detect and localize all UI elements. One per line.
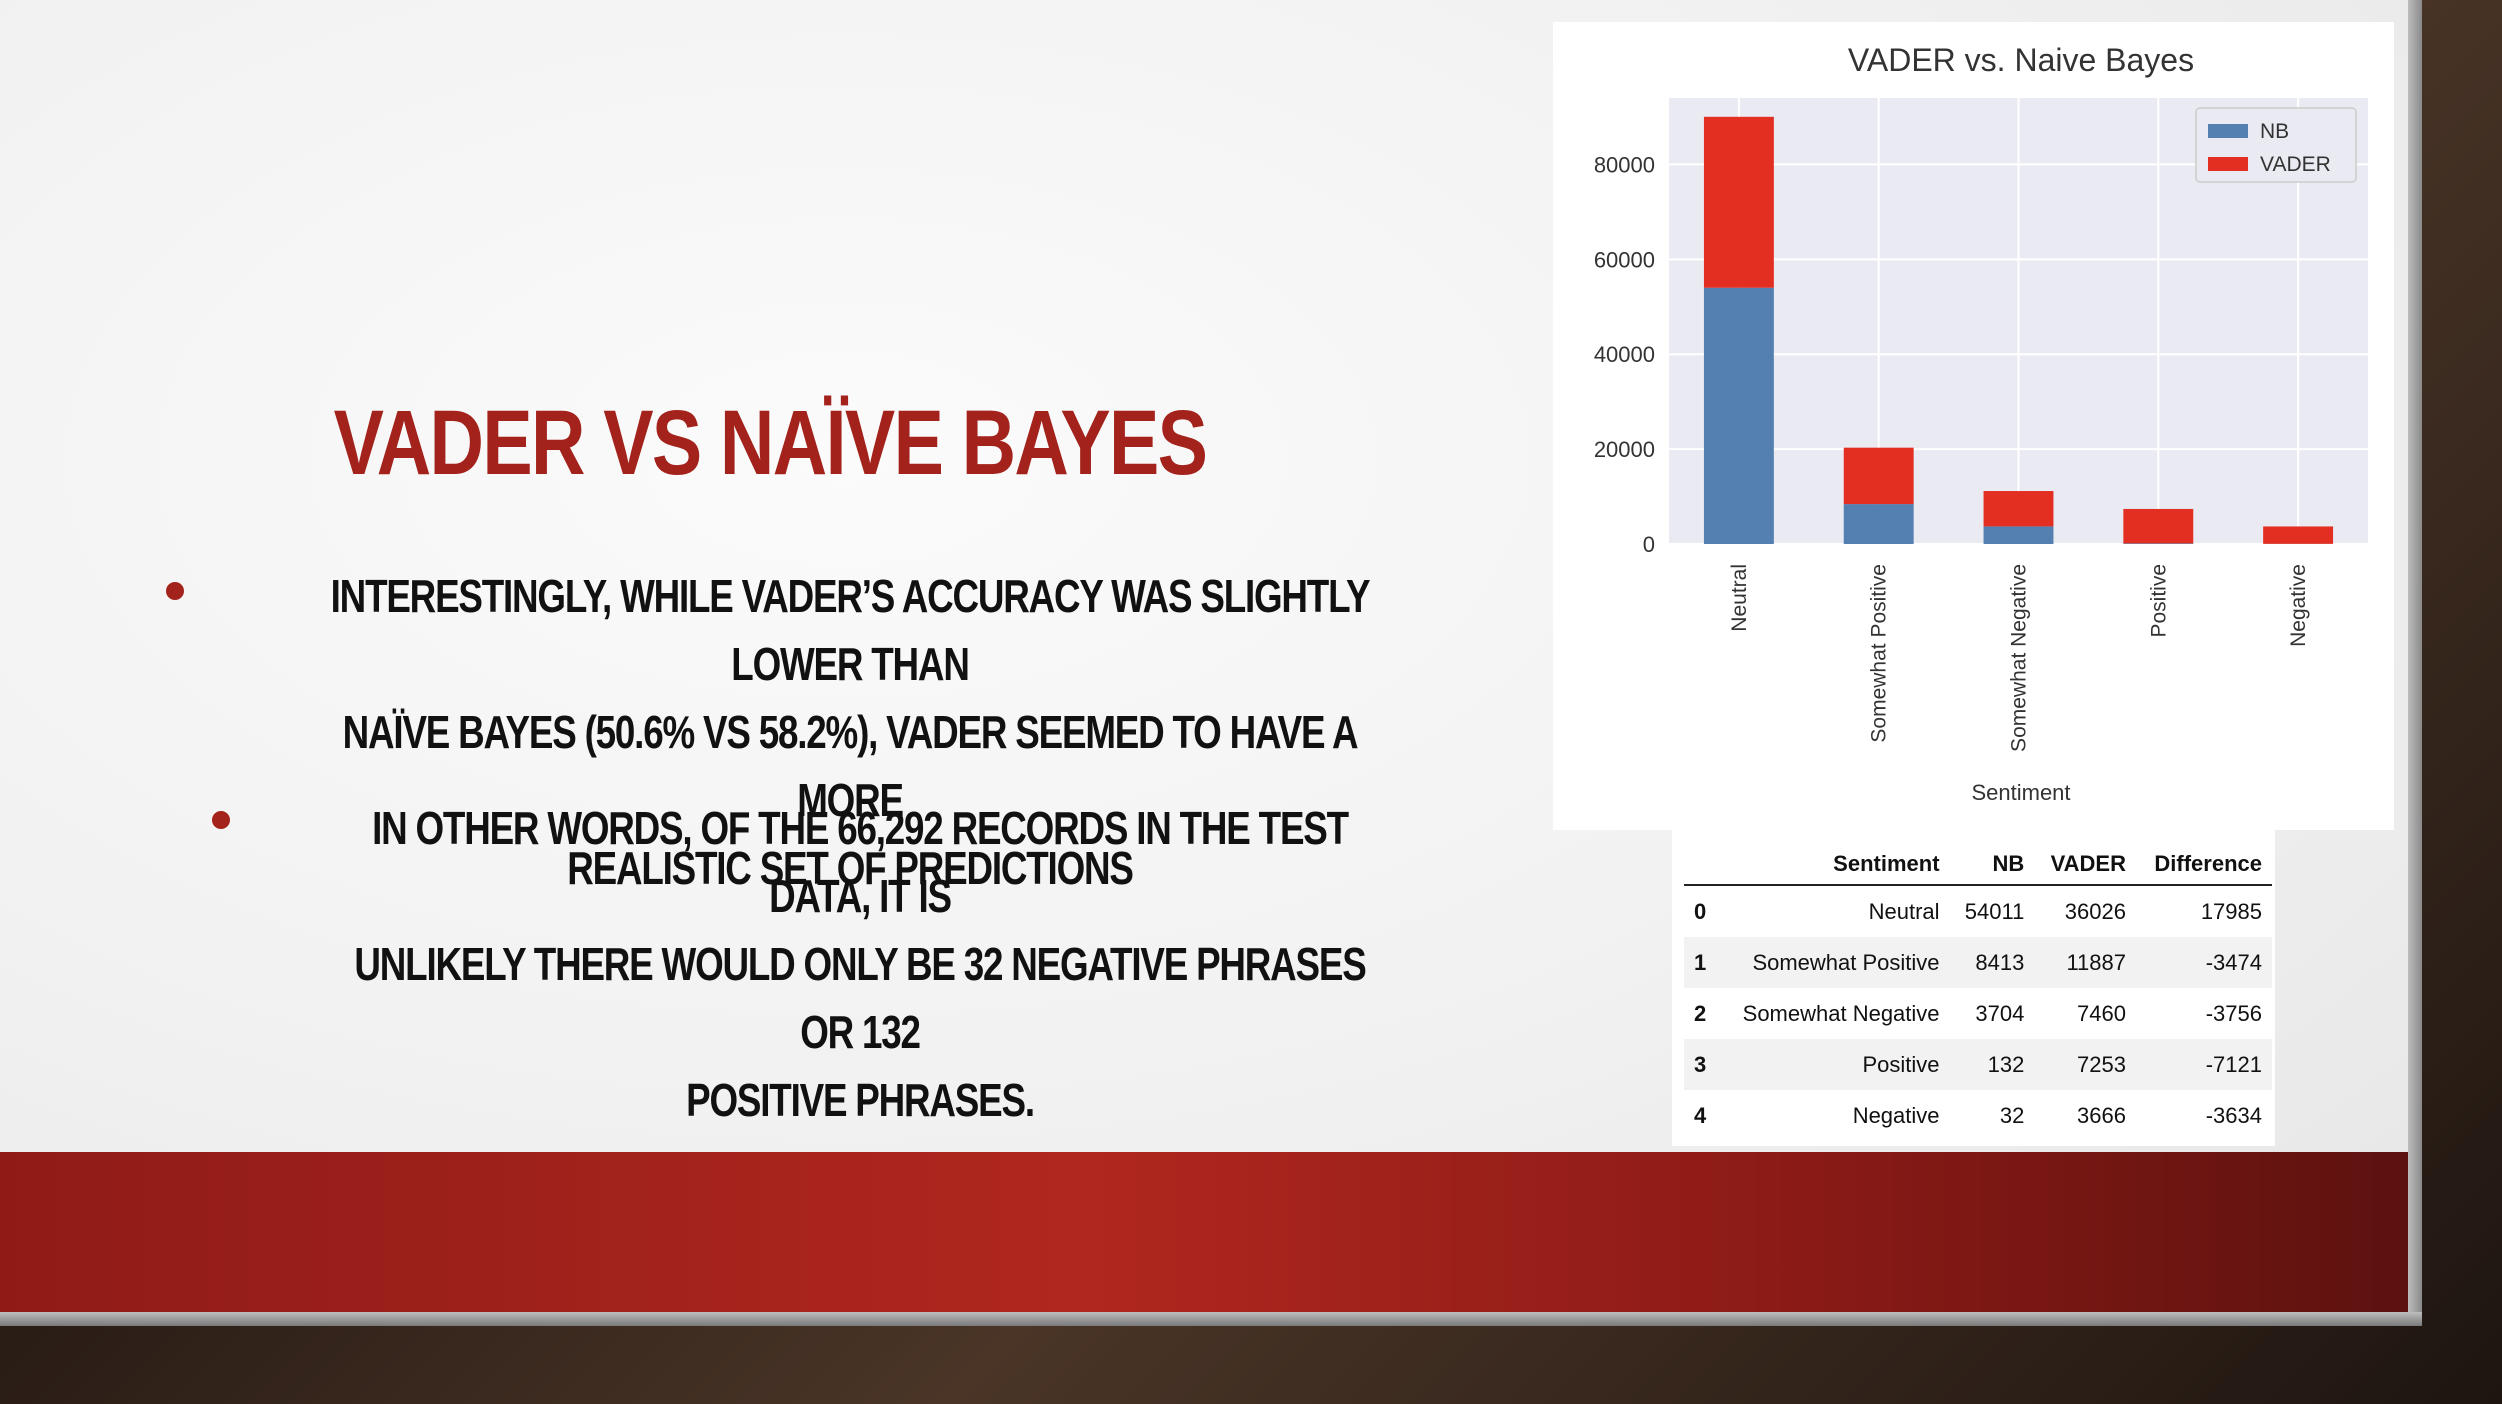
x-tick-label: Somewhat Negative — [2008, 564, 2031, 752]
header-nb: NB — [1949, 844, 2035, 886]
bar-vader-negative — [2263, 526, 2334, 544]
header-sentiment: Sentiment — [1718, 844, 1950, 886]
cell-nb: 8413 — [1949, 937, 2035, 988]
legend-swatch-nb — [2208, 124, 2248, 138]
cell-vader: 36026 — [2064, 898, 2126, 924]
cell-difference: -3634 — [2205, 1102, 2262, 1128]
table-row: 4 Negative 32 3666 -3634 — [1684, 1090, 2272, 1141]
bullet-dot-2 — [212, 811, 230, 829]
bullet-2-line-2: UNLIKELY THERE WOULD ONLY BE 32 NEGATIVE… — [354, 938, 1366, 1058]
stacked-bar-chart: 0 20000 40000 60000 80000 Neutral Somewhat Po… — [1594, 42, 2368, 805]
table-row: 3 Positive 132 7253 -7121 — [1684, 1039, 2272, 1090]
cell-nb: 54011 — [1964, 898, 2025, 924]
cell-index: 2 — [1694, 1000, 1707, 1026]
bar-vader-somewhat-positive — [1843, 447, 1914, 505]
table-row: 0 Neutral 54011 36026 17985 — [1684, 885, 2272, 937]
bullet-dot-1 — [166, 582, 184, 600]
cell-difference: 17985 — [2200, 898, 2262, 924]
results-table: Sentiment NB VADER Difference 0 Neutral … — [1684, 844, 2272, 1141]
cell-index: 1 — [1684, 937, 1719, 988]
chart-card: 0 20000 40000 60000 80000 Neutral Somewhat Po… — [1553, 22, 2394, 830]
table-card: Sentiment NB VADER Difference 0 Neutral … — [1672, 830, 2275, 1146]
cell-index: 4 — [1694, 1102, 1707, 1128]
cell-vader: 11887 — [2034, 937, 2136, 988]
y-tick-label: 0 — [1643, 532, 1655, 557]
cell-nb: 132 — [1949, 1039, 2035, 1090]
bar-nb-positive — [2123, 543, 2194, 544]
cell-sentiment: Somewhat Negative — [1742, 1000, 1940, 1026]
header-vader: VADER — [2034, 844, 2136, 886]
bullet-1: INTERESTINGLY, WHILE VADER’S ACCURACY WA… — [170, 562, 1530, 902]
bar-nb-somewhat-positive — [1843, 504, 1914, 544]
legend-swatch-vader — [2208, 157, 2248, 171]
y-tick-label: 80000 — [1594, 152, 1655, 177]
legend: NB VADER — [2195, 107, 2357, 183]
y-tick-labels: 0 20000 40000 60000 80000 — [1594, 152, 1655, 557]
cell-sentiment: Positive — [1718, 1039, 1950, 1090]
cell-sentiment: Neutral — [1868, 898, 1940, 924]
cell-sentiment: Negative — [1852, 1102, 1940, 1128]
y-tick-label: 40000 — [1594, 342, 1655, 367]
x-tick-label: Somewhat Positive — [1868, 564, 1891, 743]
cell-difference: -3474 — [2135, 937, 2272, 988]
x-tick-label: Neutral — [1728, 564, 1751, 632]
x-tick-label: Positive — [2147, 564, 2170, 638]
x-tick-label: Negative — [2287, 564, 2310, 647]
slide-shadow-right — [2408, 0, 2422, 1326]
bullet-1-line-3: REALISTIC SET OF PREDICTIONS — [567, 842, 1134, 894]
y-tick-label: 60000 — [1594, 247, 1655, 272]
cell-index: 3 — [1684, 1039, 1719, 1090]
x-axis-label: Sentiment — [1971, 780, 2070, 805]
y-tick-label: 20000 — [1594, 437, 1655, 462]
header-index — [1684, 844, 1719, 886]
bar-vader-somewhat-negative — [1983, 491, 2054, 527]
cell-vader: 3666 — [2077, 1102, 2126, 1128]
legend-label-nb: NB — [2260, 120, 2289, 143]
x-tick-labels: Neutral Somewhat Positive Somewhat Negativ… — [1728, 564, 2310, 752]
bar-vader-positive — [2123, 508, 2194, 544]
slide: VADER VS NAÏVE BAYES INTERESTINGLY, WHIL… — [0, 0, 2408, 1312]
bullet-2: IN OTHER WORDS, OF THE 66,292 RECORDS IN… — [200, 794, 1520, 1134]
footer-band — [0, 1152, 2408, 1312]
bar-nb-neutral — [1703, 287, 1774, 544]
chart-title: VADER vs. Naive Bayes — [1848, 42, 2194, 78]
bar-vader-neutral — [1703, 116, 1774, 288]
legend-label-vader: VADER — [2260, 153, 2331, 176]
bar-nb-somewhat-negative — [1983, 526, 2054, 544]
slide-shadow-bottom — [0, 1312, 2422, 1326]
cell-index: 0 — [1694, 898, 1707, 924]
bullet-1-line-1: INTERESTINGLY, WHILE VADER’S ACCURACY WA… — [330, 570, 1371, 690]
cell-vader: 7253 — [2034, 1039, 2136, 1090]
bullet-1-line-2: NAÏVE BAYES (50.6% VS 58.2%), VADER SEEM… — [342, 706, 1359, 826]
cell-nb: 32 — [1999, 1102, 2025, 1128]
bullet-2-line-1: IN OTHER WORDS, OF THE 66,292 RECORDS IN… — [372, 802, 1349, 922]
cell-sentiment: Somewhat Positive — [1718, 937, 1950, 988]
table-row: 1 Somewhat Positive 8413 11887 -3474 — [1684, 937, 2272, 988]
cell-difference: -3756 — [2205, 1000, 2262, 1026]
cell-nb: 3704 — [1975, 1000, 2025, 1026]
header-difference: Difference — [2135, 844, 2272, 886]
slide-title: VADER VS NAÏVE BAYES — [333, 392, 1208, 494]
table-row: 2 Somewhat Negative 3704 7460 -3756 — [1684, 988, 2272, 1039]
cell-difference: -7121 — [2135, 1039, 2272, 1090]
cell-vader: 7460 — [2077, 1000, 2126, 1026]
bars-layer — [1703, 116, 2334, 544]
table-header-row: Sentiment NB VADER Difference — [1684, 844, 2272, 886]
bullet-2-line-3: POSITIVE PHRASES. — [686, 1074, 1035, 1126]
